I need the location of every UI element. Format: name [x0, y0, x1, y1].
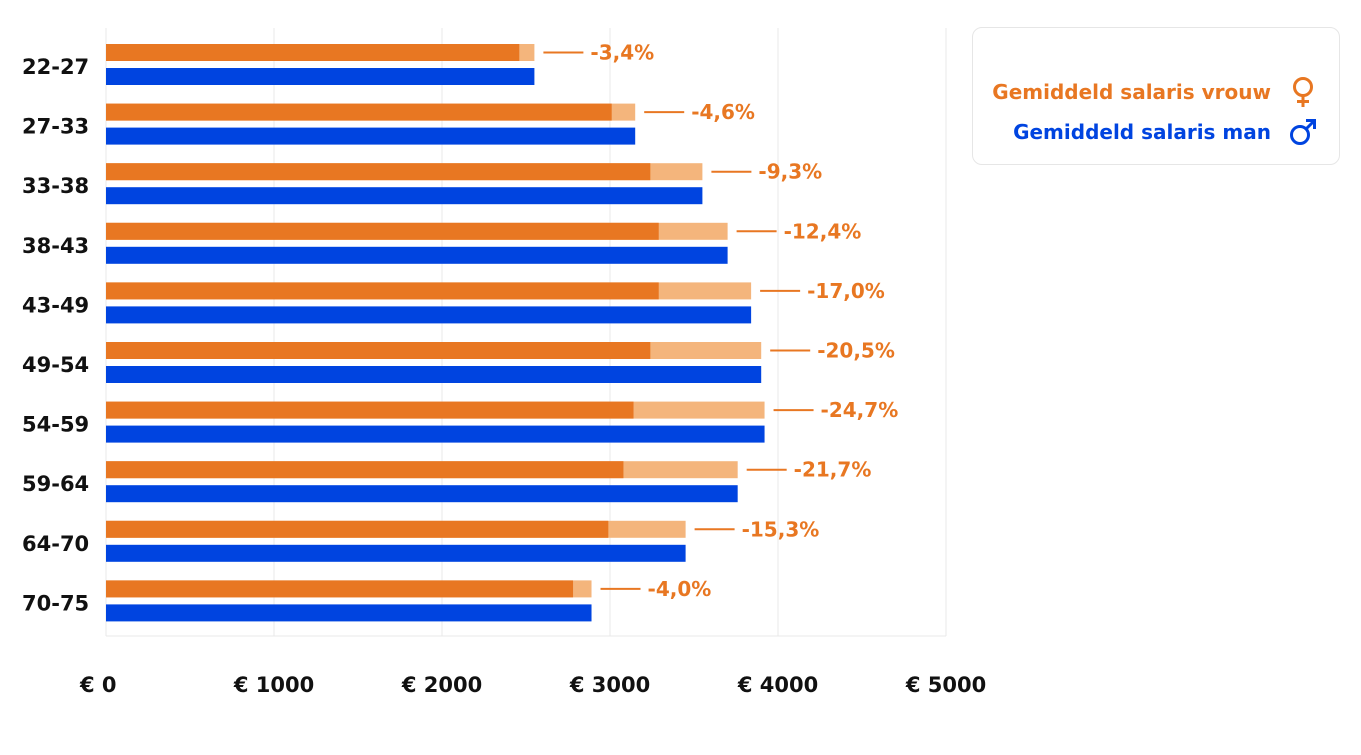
x-tick-label: € 1000	[233, 673, 314, 697]
category-label: 49-54	[22, 353, 89, 377]
bar-male	[106, 544, 686, 562]
bar-male	[106, 366, 762, 383]
category-label: 70-75	[22, 591, 89, 615]
bar-female	[106, 580, 574, 598]
gap-label: -17,0%	[807, 279, 885, 303]
bar-male	[106, 68, 535, 85]
gap-label: -3,4%	[590, 41, 654, 65]
x-tick-label: € 4000	[737, 673, 818, 697]
bar-male	[106, 425, 765, 443]
category-label: 27-33	[22, 115, 89, 139]
category-label: 38-43	[22, 234, 89, 258]
labels-layer: € 0 € 1000 € 2000 € 3000 € 4000 € 5000 -3,4% 22…	[22, 41, 986, 698]
bar-male	[106, 246, 728, 264]
bar-female	[106, 342, 651, 359]
category-label: 54-59	[22, 413, 89, 437]
category-label: 43-49	[22, 293, 89, 317]
legend-label-male: Gemiddeld salaris man	[1013, 120, 1271, 144]
x-tick-label: € 3000	[569, 673, 650, 697]
x-tick-label: € 2000	[401, 673, 482, 697]
female-symbol-icon	[1289, 76, 1317, 108]
bar-male	[106, 187, 703, 205]
bars-layer	[106, 44, 765, 622]
gap-label: -15,3%	[742, 517, 820, 541]
gap-label: -4,0%	[648, 577, 712, 601]
gap-label: -12,4%	[784, 219, 862, 243]
bar-female	[106, 222, 659, 240]
legend-label-female: Gemiddeld salaris vrouw	[992, 80, 1271, 104]
bar-male	[106, 127, 636, 145]
bar-female	[106, 103, 612, 121]
bar-male	[106, 306, 752, 324]
legend-item-female: Gemiddeld salaris vrouw	[992, 76, 1317, 108]
gap-label: -21,7%	[794, 458, 872, 482]
category-label: 64-70	[22, 532, 89, 556]
gap-label: -9,3%	[758, 160, 822, 184]
category-label: 22-27	[22, 55, 89, 79]
bar-female	[106, 520, 609, 538]
bar-female	[106, 401, 634, 419]
bar-male	[106, 604, 592, 622]
legend: Gemiddeld salaris vrouw Gemiddeld salari…	[972, 27, 1340, 165]
bar-female	[106, 282, 659, 300]
bar-female	[106, 44, 520, 61]
gap-label: -4,6%	[691, 100, 755, 124]
legend-item-male: Gemiddeld salaris man	[1013, 116, 1317, 148]
bar-female	[106, 163, 651, 181]
gap-label: -20,5%	[817, 339, 895, 363]
x-tick-label: € 0	[79, 673, 117, 697]
male-symbol-icon	[1289, 116, 1317, 148]
gap-label: -24,7%	[821, 398, 899, 422]
bar-female	[106, 461, 624, 479]
category-label: 59-64	[22, 472, 89, 496]
bar-male	[106, 485, 738, 503]
x-tick-label: € 5000	[905, 673, 986, 697]
category-label: 33-38	[22, 174, 89, 198]
